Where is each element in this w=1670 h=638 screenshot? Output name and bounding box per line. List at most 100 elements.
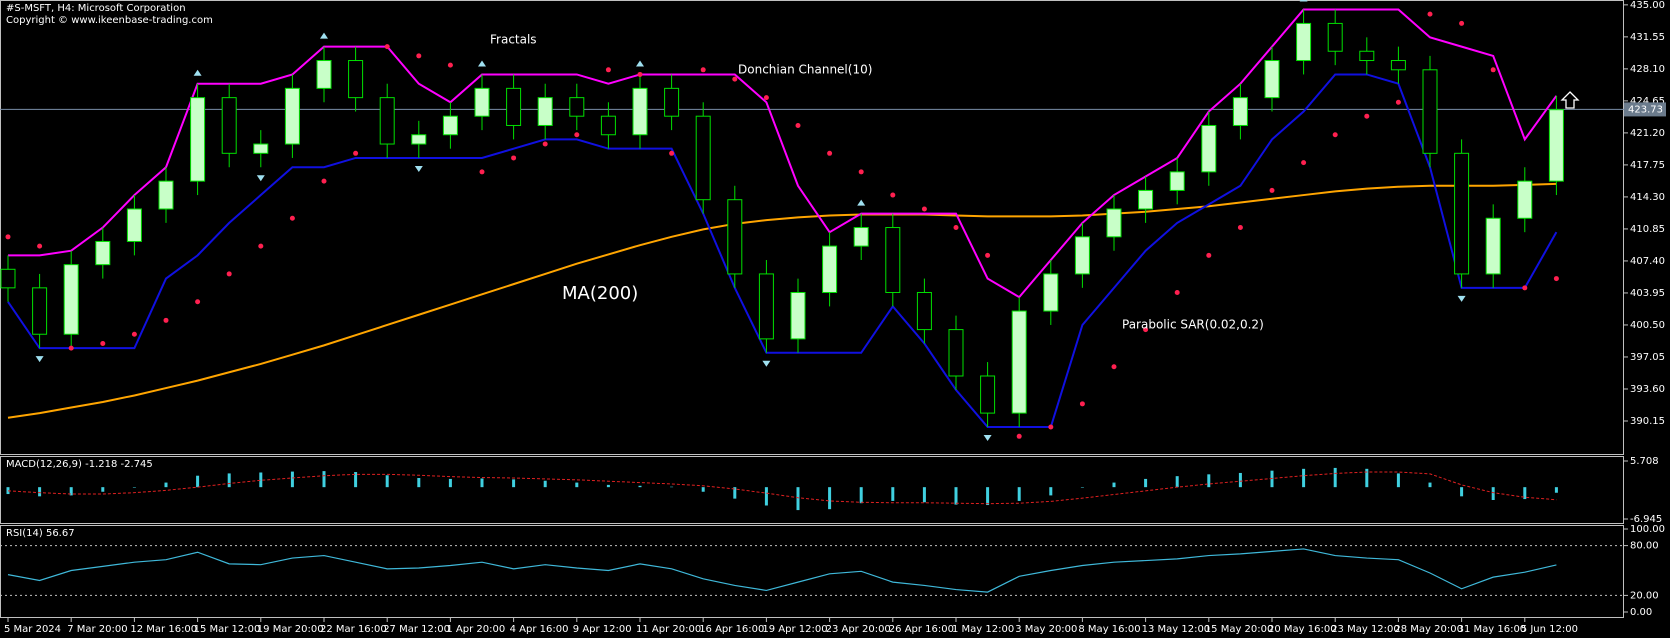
sar-dot	[37, 243, 43, 249]
x-tick-label: 4 Apr 16:00	[510, 624, 569, 635]
candle-body	[1232, 97, 1248, 126]
sar-dot	[131, 331, 137, 337]
sar-dot	[479, 169, 485, 175]
macd-bar	[196, 475, 200, 488]
y-tick-label: -6.945	[1630, 514, 1662, 525]
candle-body	[379, 97, 395, 145]
macd-bar	[575, 482, 579, 488]
sar-dot	[827, 150, 833, 156]
sar-dot	[669, 150, 675, 156]
x-tick-label: 23 Apr 20:00	[826, 624, 891, 635]
macd-bar	[1144, 478, 1148, 488]
candle-body	[32, 287, 48, 335]
macd-bar	[385, 475, 389, 488]
x-tick-label: 20 May 16:00	[1268, 624, 1337, 635]
sar-dot	[1269, 187, 1275, 193]
sar-dot	[732, 76, 738, 82]
fractal-down	[1457, 295, 1466, 302]
sar-dot	[5, 234, 11, 240]
sar-dot	[68, 345, 74, 351]
fractal-down	[983, 435, 992, 442]
macd-bar	[606, 484, 610, 488]
donchian-lower	[7, 73, 1558, 429]
sar-dot	[1174, 289, 1180, 295]
sar-dot	[574, 132, 580, 138]
candle-body	[1201, 124, 1217, 173]
sar-dot	[258, 243, 264, 249]
macd-bar	[1112, 482, 1116, 488]
x-tick-label: 19 Apr 12:00	[762, 624, 827, 635]
sar-dot	[985, 252, 991, 258]
sar-dot	[542, 141, 548, 147]
candle-body	[126, 208, 142, 242]
sar-dot	[1332, 132, 1338, 138]
macd-bar	[227, 473, 231, 488]
x-tick-label: 1 Apr 20:00	[446, 624, 505, 635]
y-tick-label: 100.00	[1630, 524, 1665, 535]
sar-dot	[1459, 20, 1465, 26]
sar-dot	[321, 178, 327, 184]
macd-bar	[259, 472, 263, 488]
chart-subtitle: Copyright © www.ikeenbase-trading.com	[6, 15, 213, 26]
annotation: MA(200)	[562, 283, 638, 304]
sar-dot	[1395, 99, 1401, 105]
macd-bar	[512, 479, 516, 488]
y-tick-label: 424.65	[1630, 96, 1665, 107]
sar-dot	[1490, 67, 1496, 73]
y-tick-label: 428.10	[1630, 64, 1665, 75]
macd-bar	[132, 487, 136, 488]
y-tick-label: 0.00	[1630, 607, 1652, 618]
sar-dot	[1111, 364, 1117, 370]
chart-title: #S-MSFT, H4: Microsoft Corporation	[6, 3, 186, 14]
fractal-up	[857, 199, 866, 206]
candle-body	[1390, 60, 1406, 71]
candle-body	[600, 115, 616, 136]
macd-bar	[6, 487, 10, 495]
macd-bar	[796, 487, 800, 511]
sar-dot	[890, 192, 896, 198]
x-tick-label: 19 Mar 20:00	[257, 624, 324, 635]
fractal-down	[762, 360, 771, 367]
last-price-label: 423.73	[1628, 104, 1663, 115]
macd-bar	[922, 487, 926, 503]
x-tick-label: 11 Apr 20:00	[636, 624, 701, 635]
y-tick-label: 80.00	[1630, 541, 1659, 552]
macd-bar	[638, 485, 642, 488]
candle-body	[1011, 310, 1027, 414]
fractal-up	[320, 32, 328, 39]
macd-bar	[670, 486, 674, 488]
candle-body	[1074, 236, 1090, 275]
y-tick-label: 397.05	[1630, 352, 1665, 363]
macd-bar	[1523, 487, 1527, 500]
annotation: Parabolic SAR(0.02,0.2)	[1122, 318, 1264, 332]
fractal-down	[256, 175, 265, 182]
x-tick-label: 7 Mar 20:00	[67, 624, 127, 635]
sar-dot	[763, 95, 769, 101]
macd-bar	[1175, 476, 1179, 488]
sar-dot	[1143, 327, 1149, 333]
sar-dot	[384, 44, 390, 50]
macd-bar	[1428, 482, 1432, 488]
signal-arrow	[1560, 91, 1580, 109]
sar-dot	[1206, 252, 1212, 258]
macd-bar	[859, 487, 863, 504]
macd-bar	[543, 480, 547, 488]
candle-body	[221, 97, 237, 154]
candle-body	[1327, 22, 1343, 52]
candle-body	[916, 291, 932, 331]
macd-bar	[38, 487, 42, 497]
candle-body	[158, 180, 174, 210]
macd-bar	[1238, 472, 1242, 488]
macd-bar	[1396, 473, 1400, 488]
x-tick-label: 5 Jun 12:00	[1521, 624, 1578, 635]
sar-dot	[1522, 285, 1528, 291]
macd-bar	[69, 487, 73, 496]
sar-dot	[795, 122, 801, 128]
candle-body	[0, 268, 16, 289]
macd-bar	[448, 478, 452, 488]
sar-dot	[1553, 276, 1559, 282]
candle-body	[632, 87, 648, 136]
y-tick-label: 20.00	[1630, 590, 1659, 601]
